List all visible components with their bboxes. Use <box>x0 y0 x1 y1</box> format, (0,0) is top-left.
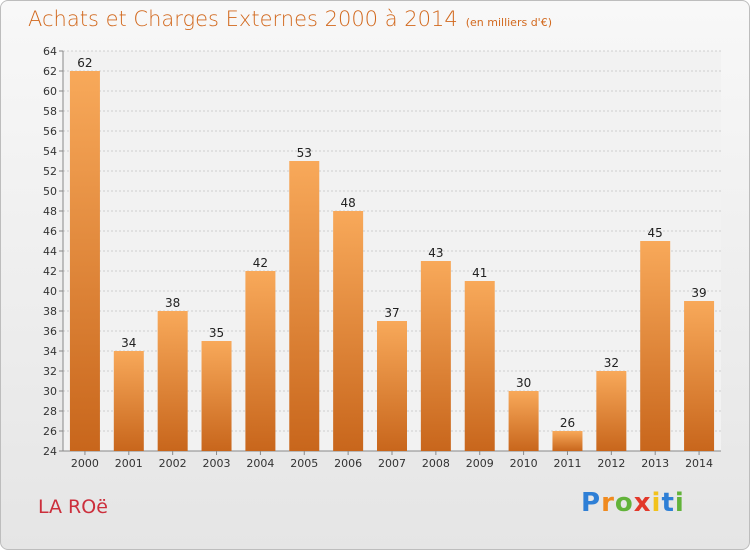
bar-value-label: 45 <box>648 226 663 240</box>
bar <box>113 351 144 451</box>
bar <box>464 281 495 451</box>
x-tick-label: 2001 <box>115 457 143 470</box>
bar-value-label: 32 <box>604 356 619 370</box>
bar <box>420 261 451 451</box>
bar-value-label: 53 <box>297 146 312 160</box>
chart-title-unit: (en milliers d'€) <box>465 16 552 29</box>
bar <box>508 391 539 451</box>
bar <box>552 431 583 451</box>
x-tick-label: 2007 <box>378 457 406 470</box>
bar <box>289 161 320 451</box>
logo-letter: o <box>614 488 634 518</box>
y-tick-label: 44 <box>43 245 57 258</box>
x-tick-label: 2002 <box>159 457 187 470</box>
logo-letter: P <box>581 488 602 518</box>
x-tick-label: 2005 <box>290 457 318 470</box>
bar <box>69 71 100 451</box>
x-tick-label: 2010 <box>510 457 538 470</box>
logo-letter: x <box>633 488 652 518</box>
y-tick-label: 42 <box>43 265 57 278</box>
bar-value-label: 48 <box>340 196 355 210</box>
y-tick-label: 40 <box>43 285 57 298</box>
x-tick-label: 2004 <box>246 457 274 470</box>
bar <box>245 271 276 451</box>
x-tick-label: 2009 <box>466 457 494 470</box>
logo-letter: i <box>651 488 662 518</box>
bar-value-label: 34 <box>121 336 136 350</box>
logo-letter: r <box>601 488 615 518</box>
bar <box>596 371 627 451</box>
x-tick-label: 2008 <box>422 457 450 470</box>
proxiti-logo[interactable]: Proxiti <box>581 488 685 518</box>
bar-value-label: 39 <box>691 286 706 300</box>
x-tick-label: 2013 <box>641 457 669 470</box>
y-tick-label: 58 <box>43 105 57 118</box>
x-tick-label: 2000 <box>71 457 99 470</box>
bar <box>377 321 407 451</box>
y-tick-label: 26 <box>43 425 57 438</box>
bar-value-label: 41 <box>472 266 487 280</box>
bar-value-label: 43 <box>428 246 443 260</box>
y-tick-label: 36 <box>43 325 57 338</box>
bar <box>201 341 232 451</box>
y-tick-label: 30 <box>43 385 57 398</box>
bar <box>157 311 188 451</box>
bar <box>684 301 715 451</box>
y-tick-label: 38 <box>43 305 57 318</box>
logo-letter: t <box>661 488 675 518</box>
y-tick-label: 62 <box>43 65 57 78</box>
y-tick-label: 56 <box>43 125 57 138</box>
bar-value-label: 42 <box>253 256 268 270</box>
y-tick-label: 60 <box>43 85 57 98</box>
y-tick-label: 32 <box>43 365 57 378</box>
x-tick-label: 2014 <box>685 457 713 470</box>
y-tick-label: 24 <box>43 445 57 458</box>
x-tick-label: 2012 <box>597 457 625 470</box>
bar <box>333 211 364 451</box>
bar-value-label: 26 <box>560 416 575 430</box>
y-tick-label: 46 <box>43 225 57 238</box>
town-name: LA ROë <box>38 496 108 518</box>
bar-value-label: 37 <box>384 306 399 320</box>
bar <box>640 241 671 451</box>
y-tick-label: 48 <box>43 205 57 218</box>
y-tick-label: 50 <box>43 185 57 198</box>
y-tick-label: 28 <box>43 405 57 418</box>
bar-value-label: 30 <box>516 376 531 390</box>
y-tick-label: 52 <box>43 165 57 178</box>
logo-letter: i <box>674 488 685 518</box>
chart-title: Achats et Charges Externes 2000 à 2014 (e… <box>28 7 552 31</box>
x-tick-label: 2011 <box>553 457 581 470</box>
y-tick-label: 34 <box>43 345 57 358</box>
x-tick-label: 2003 <box>203 457 231 470</box>
chart-title-main: Achats et Charges Externes 2000 à 2014 <box>28 7 458 31</box>
y-tick-label: 54 <box>43 145 57 158</box>
x-tick-label: 2006 <box>334 457 362 470</box>
bar-value-label: 38 <box>165 296 180 310</box>
y-tick-label: 64 <box>43 45 57 58</box>
bar-value-label: 62 <box>77 56 92 70</box>
bar-value-label: 35 <box>209 326 224 340</box>
